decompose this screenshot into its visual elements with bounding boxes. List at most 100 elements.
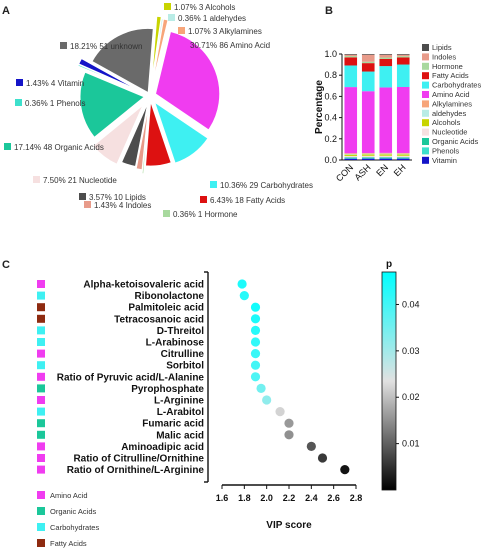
metabolite-label: Citrulline	[161, 349, 205, 360]
bar-segment-hormone	[396, 56, 410, 58]
pie-slice-nucleotide	[92, 105, 144, 165]
bar-legend-swatch	[422, 44, 429, 51]
bar-segment-nucleotide	[361, 155, 375, 158]
y-tick-label: 0.4	[324, 113, 337, 123]
metabolite-label: L-Arginine	[154, 396, 204, 407]
bar-segment-organic-acids	[379, 157, 393, 158]
legend-swatch-organic-acids	[4, 143, 11, 150]
x-tick-label: 1.6	[216, 493, 229, 503]
legend-swatch-hormone	[163, 210, 170, 217]
bar-legend-label: Alcohols	[432, 118, 461, 127]
class-legend-label: Organic Acids	[50, 507, 97, 516]
pie-label-alkylamines: 1.07% 3 Alkylamines	[188, 27, 262, 36]
bar-legend-label: Hormone	[432, 62, 463, 71]
legend-swatch-nucleotide	[33, 176, 40, 183]
pie-slice-vitamin	[78, 58, 138, 91]
bar-segment-fatty-acids	[396, 57, 410, 65]
bar-segment-alcohols	[344, 154, 358, 156]
class-marker	[37, 291, 45, 300]
pie-label-aldehydes: 0.36% 1 aldehydes	[178, 14, 246, 23]
legend-swatch-fatty-acids	[200, 196, 207, 203]
vip-point	[284, 430, 294, 440]
pie-label-amino-acid: 30.71% 86 Amino Acid	[190, 41, 270, 50]
class-legend-swatch	[37, 507, 45, 515]
pie-label-hormone: 0.36% 1 Hormone	[173, 210, 238, 219]
metabolite-label: Alpha-ketoisovaleric acid	[83, 280, 204, 291]
vip-point	[275, 407, 285, 417]
bar-segment-lipids	[396, 54, 410, 55]
bar-segment-vitamin	[396, 158, 410, 160]
vip-point	[306, 441, 316, 451]
vip-point	[237, 279, 247, 289]
class-marker	[37, 361, 45, 370]
bar-segment-amino-acid	[344, 87, 358, 154]
bar-legend-swatch	[422, 72, 429, 80]
vip-point	[250, 314, 261, 324]
pie-label-carbohydrates: 10.36% 29 Carbohydrates	[220, 181, 313, 190]
bar-segment-fatty-acids	[361, 63, 375, 72]
legend-swatch-alcohols	[164, 3, 171, 10]
bar-segment-indoles	[396, 54, 410, 57]
vip-point	[239, 291, 249, 301]
metabolite-label: Ratio of Ornithine/L-Arginine	[67, 465, 205, 476]
pie-slice-indoles	[135, 105, 149, 171]
panel-label-c: C	[2, 259, 10, 271]
metabolite-label: Ratio of Pyruvic acid/L-Alanine	[57, 372, 205, 383]
metabolite-label: Aminoadipic acid	[121, 442, 204, 453]
bar-segment-organic-acids	[396, 157, 410, 158]
bar-segment-indoles	[344, 54, 358, 57]
y-tick-label: 0.2	[324, 134, 337, 144]
class-marker	[37, 465, 45, 474]
bar-segment-lipids	[344, 54, 358, 55]
x-tick-label: CON	[334, 162, 355, 183]
metabolite-label: Malic acid	[156, 430, 204, 441]
pie-slice-organic-acids	[79, 71, 145, 138]
legend-swatch-vitamin	[16, 79, 23, 86]
pie-slice-phenols	[77, 64, 138, 91]
bar-segment-carbohydrates	[379, 66, 393, 88]
bar-legend-label: Organic Acids	[432, 137, 479, 146]
colorbar-tick-label: 0.04	[402, 299, 420, 309]
metabolite-label: Fumaric acid	[142, 419, 204, 430]
x-axis-title: VIP score	[266, 520, 312, 531]
vip-point	[250, 302, 261, 312]
bar-segment-hormone	[344, 56, 358, 58]
bar-legend-swatch	[422, 109, 429, 117]
bar-segment-nucleotide	[396, 155, 410, 158]
bar-legend-label: Amino Acid	[432, 90, 470, 99]
vip-dot-plot: 1.6 1.8 2.0 2.2 2.4 2.6 2.8 VIP score Alpha-keto…	[37, 259, 420, 548]
pie-slice-alcohols	[151, 15, 162, 81]
bar-segment-alcohols	[361, 154, 375, 156]
colorbar-tick-label: 0.02	[402, 392, 420, 402]
pie-slice-fatty-acids	[145, 101, 172, 167]
class-marker	[37, 372, 45, 381]
bar-segment-carbohydrates	[396, 64, 410, 87]
vip-point	[250, 360, 261, 370]
legend-swatch-indoles	[84, 201, 91, 208]
x-tick-label: 1.8	[238, 493, 251, 503]
pie-label-unknown: 18.21% 51 unknown	[70, 42, 143, 51]
vip-point	[284, 418, 294, 428]
x-tick-label: ASH	[353, 162, 373, 182]
pie-label-lipids: 3.57% 10 Lipids	[89, 193, 146, 202]
pie-slice-alkylamines	[152, 18, 169, 83]
bar-legend-label: Nucleotide	[432, 128, 467, 137]
bar-segment-amino-acid	[361, 91, 375, 153]
bar-segment-lipids	[379, 54, 393, 55]
metabolite-label: Palmitoleic acid	[128, 303, 204, 314]
class-marker	[37, 384, 45, 393]
bar-segment-aldehydes	[396, 153, 410, 155]
bar-segment-carbohydrates	[361, 71, 375, 92]
bar-segment-alkylamines	[344, 153, 358, 154]
metabolite-label: Pyrophosphate	[131, 384, 204, 395]
bar-segment-phenols	[379, 157, 393, 159]
x-tick-label: EH	[392, 162, 408, 178]
bar-legend-swatch	[422, 53, 429, 61]
bar-segment-alkylamines	[379, 152, 393, 154]
y-axis-title: Percentage	[314, 80, 325, 134]
legend-swatch-phenols	[15, 99, 22, 106]
bar-legend-swatch	[422, 91, 429, 98]
colorbar-tick-label: 0.01	[402, 439, 420, 449]
